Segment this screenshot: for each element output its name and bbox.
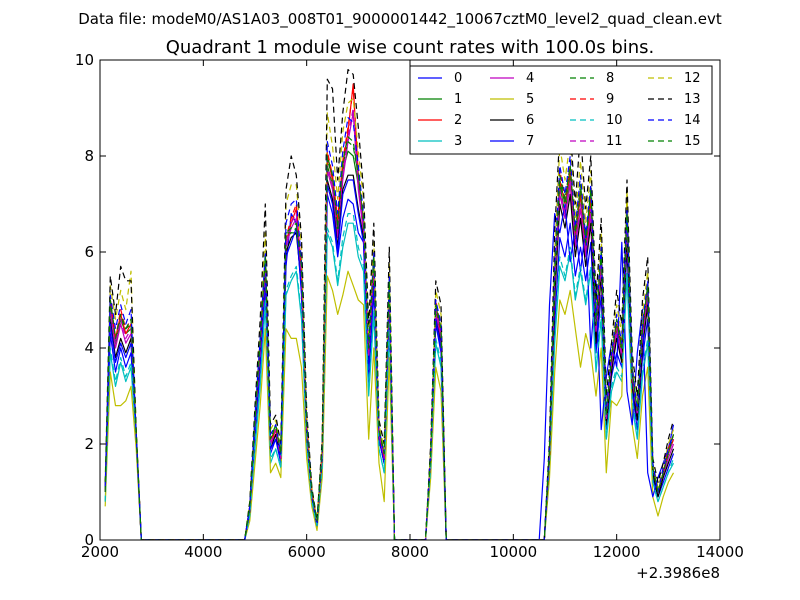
x-tick-label: 14000 — [696, 543, 744, 561]
series-line-10 — [104, 213, 675, 540]
legend-entry-9: 9 — [570, 92, 614, 107]
legend-entry-15: 15 — [648, 134, 701, 149]
legend-entry-7: 7 — [490, 134, 534, 149]
legend-label: 6 — [526, 113, 534, 128]
legend-label: 3 — [454, 134, 462, 149]
legend-entry-2: 2 — [418, 113, 462, 128]
legend-label: 2 — [454, 113, 462, 128]
legend-entry-5: 5 — [490, 92, 534, 107]
legend-entry-10: 10 — [570, 113, 623, 128]
legend-label: 0 — [454, 71, 462, 86]
y-tick-label: 10 — [75, 51, 94, 69]
legend-entry-3: 3 — [418, 134, 462, 149]
legend-entry-4: 4 — [490, 71, 534, 86]
series-line-13 — [104, 68, 675, 540]
x-tick-label: 10000 — [489, 543, 537, 561]
series-line-14 — [104, 116, 675, 540]
legend-label: 7 — [526, 134, 534, 149]
legend-label: 9 — [606, 92, 614, 107]
legend-entry-6: 6 — [490, 113, 534, 128]
x-tick-label: 4000 — [184, 543, 222, 561]
legend-label: 11 — [606, 134, 623, 149]
chart-suptitle: Data file: modeM0/AS1A03_008T01_90000014… — [78, 10, 722, 29]
legend-entry-13: 13 — [648, 92, 701, 107]
legend-label: 8 — [606, 71, 614, 86]
x-tick-label: 6000 — [288, 543, 326, 561]
x-tick-label: 8000 — [391, 543, 429, 561]
series-line-5 — [104, 189, 675, 540]
x-offset-label: +2.3986e8 — [636, 564, 720, 582]
legend-label: 12 — [684, 71, 701, 86]
y-tick-label: 8 — [84, 147, 94, 165]
legend-entry-12: 12 — [648, 71, 701, 86]
y-tick-label: 0 — [84, 531, 94, 549]
legend-label: 15 — [684, 134, 701, 149]
legend-entry-14: 14 — [648, 113, 701, 128]
legend-label: 13 — [684, 92, 701, 107]
legend-entry-1: 1 — [418, 92, 462, 107]
legend-label: 1 — [454, 92, 462, 107]
y-tick-label: 2 — [84, 435, 94, 453]
legend-entry-0: 0 — [418, 71, 462, 86]
series-layer — [104, 68, 675, 540]
x-tick-label: 12000 — [593, 543, 641, 561]
y-tick-label: 6 — [84, 243, 94, 261]
chart-title: Quadrant 1 module wise count rates with … — [166, 37, 655, 58]
legend-entry-11: 11 — [570, 134, 623, 149]
x-tick-label: 2000 — [81, 543, 119, 561]
y-tick-label: 4 — [84, 339, 94, 357]
legend-label: 14 — [684, 113, 701, 128]
legend-label: 5 — [526, 92, 534, 107]
legend-entry-8: 8 — [570, 71, 614, 86]
legend-label: 10 — [606, 113, 623, 128]
legend-frame — [409, 65, 713, 155]
legend-label: 4 — [526, 71, 534, 86]
